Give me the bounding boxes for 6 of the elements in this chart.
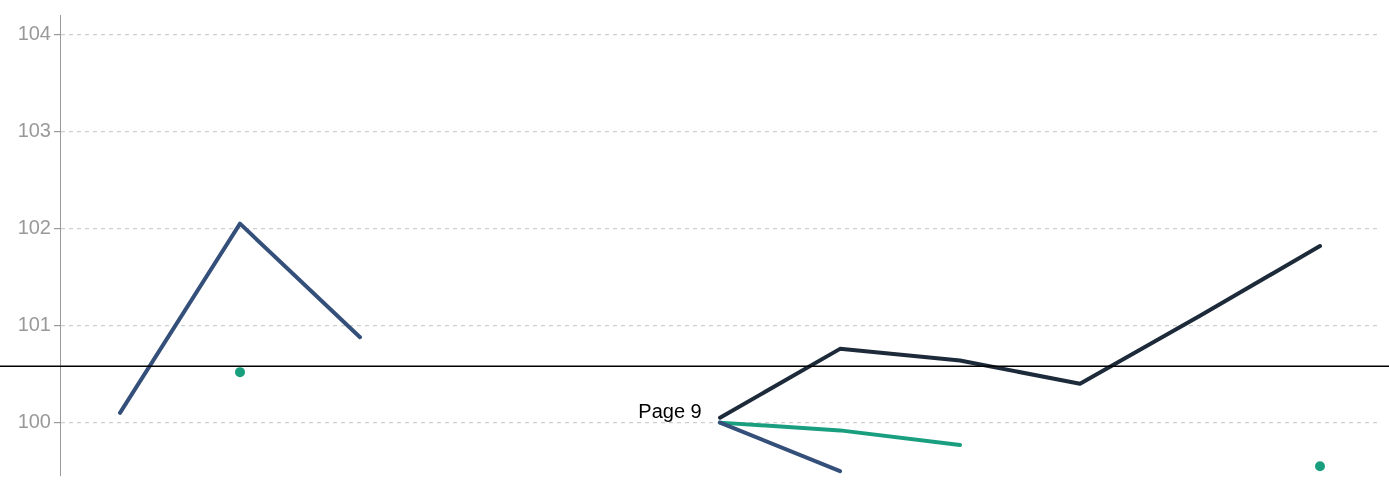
y-tick-label: 103: [17, 118, 51, 141]
y-tick-label: 100: [17, 410, 51, 433]
annotation: Page 9: [638, 400, 702, 423]
y-tick-label: 102: [17, 216, 51, 239]
y-tick-label: 104: [17, 21, 51, 44]
y-tick-label: 101: [17, 313, 51, 336]
